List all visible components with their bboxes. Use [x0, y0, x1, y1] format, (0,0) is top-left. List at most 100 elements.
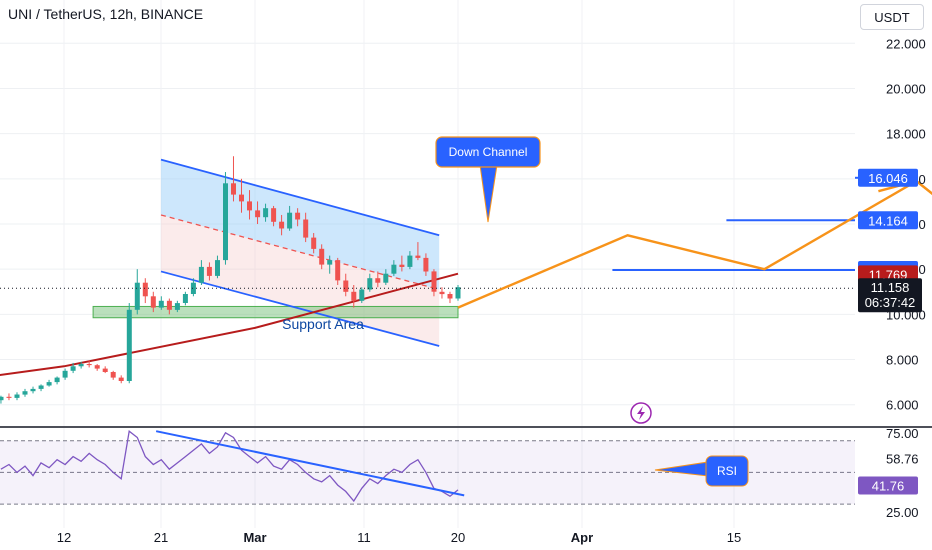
candle-body [375, 278, 381, 283]
candle-body [423, 257, 429, 272]
candle-body [0, 396, 4, 401]
time-tick-label: Mar [243, 530, 266, 545]
candle-body [118, 377, 124, 381]
candle-body [166, 300, 172, 310]
callout-box [435, 136, 541, 168]
candle-body [134, 282, 140, 310]
down-channel-callout[interactable]: Down Channel [435, 136, 541, 223]
candle-body [319, 248, 325, 265]
time-tick-label: 21 [154, 530, 168, 545]
down-channel-label: Down Channel [449, 145, 528, 159]
rsi-callout-label: RSI [717, 464, 737, 478]
price-tick-label: 18.000 [886, 127, 926, 142]
candle-body [150, 296, 156, 308]
price-tick-label: 6.000 [886, 398, 919, 413]
chart-title: UNI / TetherUS, 12h, BINANCE [8, 6, 204, 22]
candle-body [327, 260, 333, 265]
down-channel-fill [161, 159, 440, 290]
candle-body [22, 391, 28, 395]
candle-body [78, 364, 84, 367]
candle-body [70, 366, 76, 371]
callout-pointer [479, 164, 498, 223]
rsi-grid [0, 428, 855, 528]
candle-body [431, 271, 437, 292]
channel-top-line[interactable] [160, 158, 440, 237]
price-tick-label: 8.000 [886, 353, 919, 368]
candle-body [255, 210, 261, 218]
price-tick-label: 20.000 [886, 81, 926, 96]
candle-body [287, 212, 293, 229]
candle-body [215, 260, 220, 276]
time-tick-label: 12 [57, 530, 71, 545]
price-tag-label: 16.046 [868, 171, 908, 186]
candle-body [247, 201, 252, 211]
candle-body [415, 255, 421, 258]
candle-body [279, 221, 285, 229]
candle-body [335, 260, 341, 281]
candle-body [182, 294, 188, 303]
candle-body [46, 382, 52, 386]
candle-body [311, 237, 317, 249]
candle-body [359, 289, 365, 301]
price-tick-label: 22.000 [886, 36, 926, 51]
candle-body [223, 183, 228, 261]
rsi-tick-label: 25.00 [886, 505, 919, 520]
candle-body [391, 264, 397, 274]
rsi-trendline[interactable] [155, 430, 465, 497]
support-area-label: Support Area [282, 316, 364, 332]
candle-body [295, 212, 301, 220]
candle-body [126, 309, 132, 381]
last-price-tag [858, 278, 922, 313]
rsi-tick-label: 58.76 [886, 452, 919, 467]
rsi-callout[interactable]: RSI [654, 455, 749, 487]
candle-body [263, 208, 269, 218]
level-price-tag [858, 168, 918, 187]
bar-countdown-label: 06:37:42 [865, 295, 916, 310]
candle-body [343, 280, 349, 292]
candle-body [174, 303, 180, 310]
moving-average-line [0, 272, 459, 376]
candle-body [239, 194, 244, 202]
time-axis[interactable]: 12 21 Mar 11 20 Apr 15 [57, 530, 741, 545]
candle-body [86, 364, 92, 366]
candle-body [94, 365, 100, 369]
candle-body [206, 266, 212, 276]
down-channel-lower-fill [161, 215, 440, 346]
rsi-line [0, 430, 459, 503]
candle-body [271, 208, 277, 222]
channel-mid-line [160, 214, 440, 291]
candle-body [110, 372, 116, 378]
candle-body [439, 291, 445, 295]
candle-body [399, 264, 405, 267]
candle-body [231, 183, 236, 195]
channel-bottom-line[interactable] [160, 270, 440, 347]
time-tick-label: 11 [357, 530, 371, 545]
currency-selector-button[interactable]: USDT [860, 4, 924, 30]
rsi-value-tag [858, 476, 918, 495]
rsi-callout-box [705, 455, 749, 487]
candle-body [158, 300, 164, 308]
candle-body [62, 370, 68, 378]
candle-body [407, 255, 413, 267]
candle-body [303, 219, 309, 238]
candle-body [367, 278, 373, 290]
candlestick-series [0, 156, 461, 404]
support-area-box[interactable] [92, 305, 459, 319]
time-tick-label: Apr [571, 530, 593, 545]
last-price-label: 11.158 [871, 280, 910, 295]
level-price-tag [858, 211, 918, 230]
candle-body [447, 294, 453, 299]
candle-body [455, 287, 461, 299]
rsi-tick-label: 75.00 [886, 426, 919, 441]
candle-body [142, 282, 148, 297]
candle-body [14, 394, 20, 398]
rsi-value-label: 41.76 [872, 478, 905, 493]
time-tick-label: 15 [727, 530, 741, 545]
candle-body [190, 282, 196, 294]
lightning-icon[interactable] [630, 402, 652, 424]
candle-body [198, 266, 204, 283]
rsi-band [0, 440, 855, 505]
candle-body [383, 273, 389, 283]
